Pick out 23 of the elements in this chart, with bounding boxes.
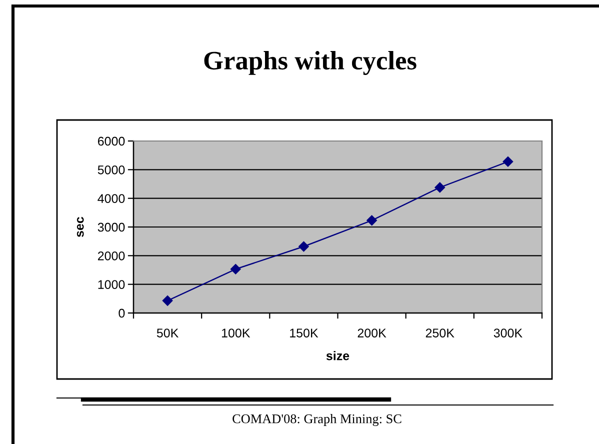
- x-tick-label: 50K: [156, 328, 179, 338]
- point: [434, 182, 445, 193]
- point: [230, 264, 241, 274]
- y-tick-label: 2000: [98, 251, 125, 260]
- x-tick-label: 150K: [290, 328, 318, 338]
- x-tick-label: 250K: [426, 328, 454, 338]
- x-tick-label: 100K: [222, 328, 250, 338]
- y-tick-label: 4000: [98, 194, 125, 203]
- chart-title: Graphs with cycles: [204, 50, 416, 76]
- y-tick-label: 1000: [98, 280, 125, 289]
- y-tick-label: 5000: [98, 165, 125, 174]
- point: [162, 296, 173, 306]
- x-tick-label: 200K: [358, 328, 386, 338]
- x-tick-label: 300K: [494, 328, 522, 338]
- y-tick-label: 0: [118, 308, 125, 318]
- x-axis-title: size: [326, 351, 350, 360]
- point: [366, 215, 377, 226]
- point: [298, 241, 309, 252]
- point: [502, 156, 514, 167]
- y-tick-label: 3000: [98, 222, 125, 232]
- y-axis-title: sec: [76, 216, 84, 237]
- y-tick-label: 6000: [98, 136, 125, 146]
- text: COMAD'08: Graph Mining: SC: [232, 414, 402, 426]
